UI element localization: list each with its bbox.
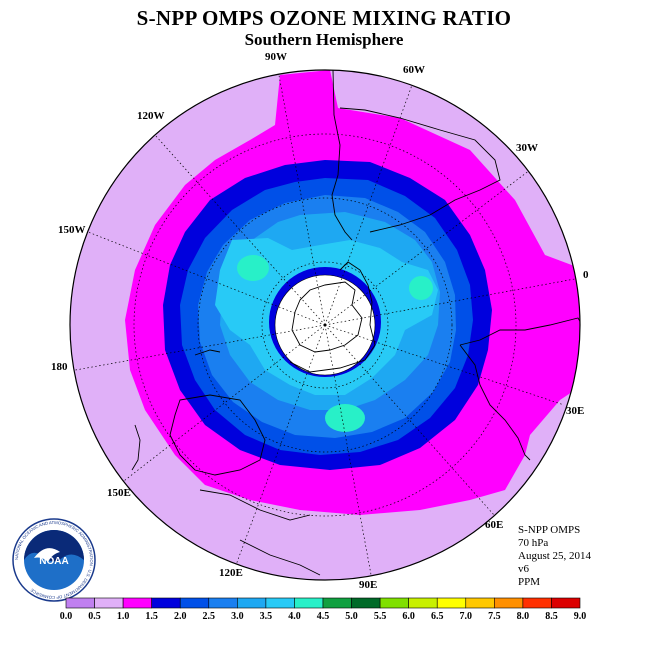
- lon-label-90e: 90E: [359, 579, 377, 591]
- lon-label-150e: 150E: [107, 487, 131, 499]
- info-date: August 25, 2014: [518, 550, 592, 562]
- ozone-max-patch-east: [409, 276, 433, 300]
- lon-label-0: 0: [583, 269, 589, 281]
- map-subtitle: Southern Hemisphere: [244, 30, 404, 49]
- noaa-logo: NOAA NATIONAL OCEANIC AND ATMOSPHERIC AD…: [12, 518, 96, 602]
- info-instrument: S-NPP OMPS: [518, 524, 581, 536]
- info-block: S-NPP OMPS 70 hPa August 25, 2014 v6 PPM: [518, 524, 591, 589]
- lon-label-60e: 60E: [485, 519, 503, 531]
- ozone-max-patch-west: [237, 255, 269, 281]
- lon-label-30e: 30E: [566, 405, 584, 417]
- graticule: [70, 70, 580, 580]
- lon-label-120w: 120W: [137, 110, 165, 122]
- info-version: v6: [518, 563, 529, 575]
- lon-label-90w: 90W: [265, 51, 287, 63]
- lon-label-60w: 60W: [403, 64, 425, 76]
- info-units: PPM: [518, 576, 541, 588]
- lon-label-30w: 30W: [516, 142, 538, 154]
- map-border: [69, 69, 581, 581]
- lon-label-120e: 120E: [219, 567, 243, 579]
- coastlines: [131, 70, 580, 576]
- lon-label-180: 180: [51, 361, 68, 373]
- ozone-max-patch-south: [325, 404, 365, 432]
- noaa-logo-text: NOAA: [39, 556, 68, 567]
- info-level: 70 hPa: [518, 537, 549, 549]
- map-title: S-NPP OMPS OZONE MIXING RATIO: [136, 6, 512, 30]
- lon-label-150w: 150W: [58, 224, 86, 236]
